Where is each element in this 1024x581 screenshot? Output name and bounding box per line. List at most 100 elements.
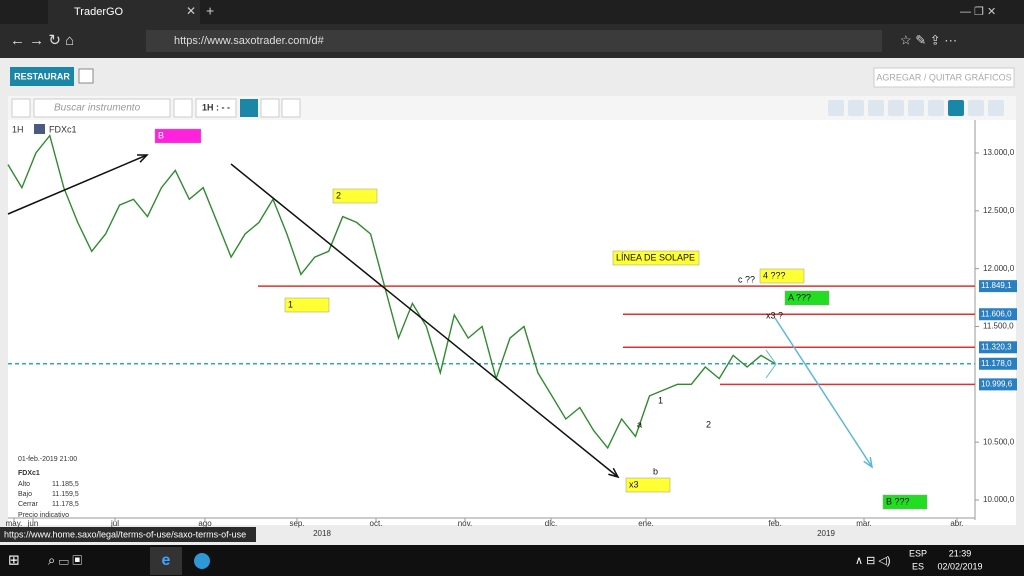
status-tooltip — [0, 527, 256, 542]
arrow-head — [136, 154, 149, 163]
new-tab[interactable]: + — [206, 3, 214, 19]
url-box[interactable] — [146, 30, 882, 52]
level-label-box — [979, 341, 1017, 354]
restore-label: RESTAURAR — [14, 71, 70, 81]
status-url: https://www.home.saxo/legal/terms-of-use… — [4, 529, 246, 539]
month-label: dic. — [545, 519, 557, 528]
popout[interactable] — [78, 68, 94, 84]
tab[interactable] — [48, 0, 200, 24]
lang2: ES — [912, 561, 924, 571]
link-button[interactable] — [11, 98, 31, 118]
url: https://www.saxotrader.com/d# — [174, 35, 325, 47]
browser-actions[interactable]: ☆ ✎ ⇪ ··· — [900, 32, 957, 47]
tool-button[interactable] — [928, 100, 944, 116]
small-arrow — [765, 349, 777, 379]
annotation: 1 — [658, 395, 663, 405]
level-label: 11.320,3 — [981, 342, 1012, 351]
price-chart: 13.000,0 12.500,0 12.000,0 11.500,0 10.500,0… — [6, 128, 1017, 538]
annotation: x3 ? — [766, 310, 783, 320]
trend-arrow — [7, 154, 148, 215]
level-label-box — [979, 280, 1017, 293]
symbol: FDXc1 — [49, 124, 77, 134]
interval-button[interactable] — [195, 98, 237, 118]
trend-arrow — [774, 317, 873, 468]
month-label: may. — [6, 519, 23, 528]
annotation: 1 — [288, 299, 293, 309]
info-note: Precio indicativo — [18, 512, 69, 519]
split-button[interactable] — [281, 98, 301, 118]
tool-button[interactable] — [948, 100, 964, 116]
annotation-box — [612, 250, 700, 266]
chart-tools — [828, 100, 1004, 116]
y-tick-label: 10.500,0 — [983, 437, 1015, 446]
tool-button[interactable] — [848, 100, 864, 116]
year-label: 2018 — [313, 529, 331, 538]
y-tick-label: 12.500,0 — [983, 206, 1015, 215]
annotation-box — [759, 268, 805, 284]
annotation: x3 — [629, 479, 639, 489]
tray-icons[interactable]: ∧ ⊟ ◁) — [855, 555, 891, 567]
y-tick-label: 12.000,0 — [983, 264, 1015, 273]
taskbar-icons[interactable]: ⌕ ▭ ▣ — [48, 552, 82, 567]
month-label: feb. — [768, 519, 781, 528]
current-label: 11.178,0 — [981, 359, 1012, 368]
info-value: 11.178,5 — [52, 501, 79, 508]
y-tick-label: 10.000,0 — [983, 495, 1015, 504]
edge-app[interactable] — [150, 547, 182, 575]
level-label: 11.606,0 — [981, 309, 1012, 318]
annotation: B ??? — [886, 496, 910, 506]
add-button[interactable] — [173, 98, 193, 118]
date: 02/02/2019 — [937, 561, 982, 571]
year-label: 2019 — [817, 529, 835, 538]
month-label: ene. — [638, 519, 654, 528]
start[interactable]: ⊞ — [8, 552, 20, 568]
tool-button[interactable] — [868, 100, 884, 116]
search-placeholder: Buscar instrumento — [54, 103, 141, 114]
tab-close[interactable]: ✕ — [186, 4, 196, 18]
info-key: Bajo — [18, 491, 32, 498]
month-label: jun — [27, 519, 39, 528]
timeframe: 1H — [12, 124, 24, 134]
info-value: 11.185,5 — [52, 481, 79, 488]
search-box[interactable] — [33, 98, 171, 118]
annotation: a — [637, 419, 642, 429]
level-label: 11.849,1 — [981, 281, 1012, 290]
window-controls[interactable]: — ❐ ✕ — [960, 6, 996, 18]
arrow-head — [863, 457, 874, 469]
annotation: B — [158, 130, 164, 140]
annotation-box — [284, 297, 330, 313]
month-label: mar. — [856, 519, 872, 528]
current-label-box — [979, 357, 1017, 370]
symbol-icon — [34, 124, 45, 134]
month-label: nov. — [458, 519, 473, 528]
telegram-icon[interactable] — [194, 553, 210, 569]
month-label: oct. — [370, 519, 383, 528]
tool-button[interactable] — [908, 100, 924, 116]
annotation: A ??? — [788, 292, 811, 302]
y-tick-label: 13.000,0 — [983, 148, 1015, 157]
tool-button[interactable] — [828, 100, 844, 116]
level-label-box — [979, 308, 1017, 321]
refresh-button[interactable] — [240, 99, 258, 117]
layout-button[interactable] — [260, 98, 280, 118]
add-remove-button[interactable] — [873, 67, 1015, 88]
info-key: Alto — [18, 481, 30, 488]
add-remove-label: AGREGAR / QUITAR GRÁFICOS — [876, 72, 1011, 82]
annotation-box — [882, 494, 928, 510]
tool-button[interactable] — [968, 100, 984, 116]
tool-button[interactable] — [888, 100, 904, 116]
info-key: Cerrar — [18, 501, 39, 508]
nav-buttons[interactable]: ← → ↻ ⌂ — [10, 32, 74, 49]
month-label: sep. — [289, 519, 304, 528]
restore-button[interactable] — [10, 67, 74, 86]
tab-title: TraderGO — [74, 6, 124, 18]
level-label-box — [979, 378, 1017, 391]
tool-button[interactable] — [988, 100, 1004, 116]
info-symbol: FDXc1 — [18, 470, 40, 477]
annotation: 4 ??? — [763, 270, 786, 280]
level-label: 10.999,6 — [981, 379, 1013, 388]
annotation: b — [653, 466, 658, 476]
lang1: ESP — [909, 548, 927, 558]
month-label: abr. — [950, 519, 963, 528]
